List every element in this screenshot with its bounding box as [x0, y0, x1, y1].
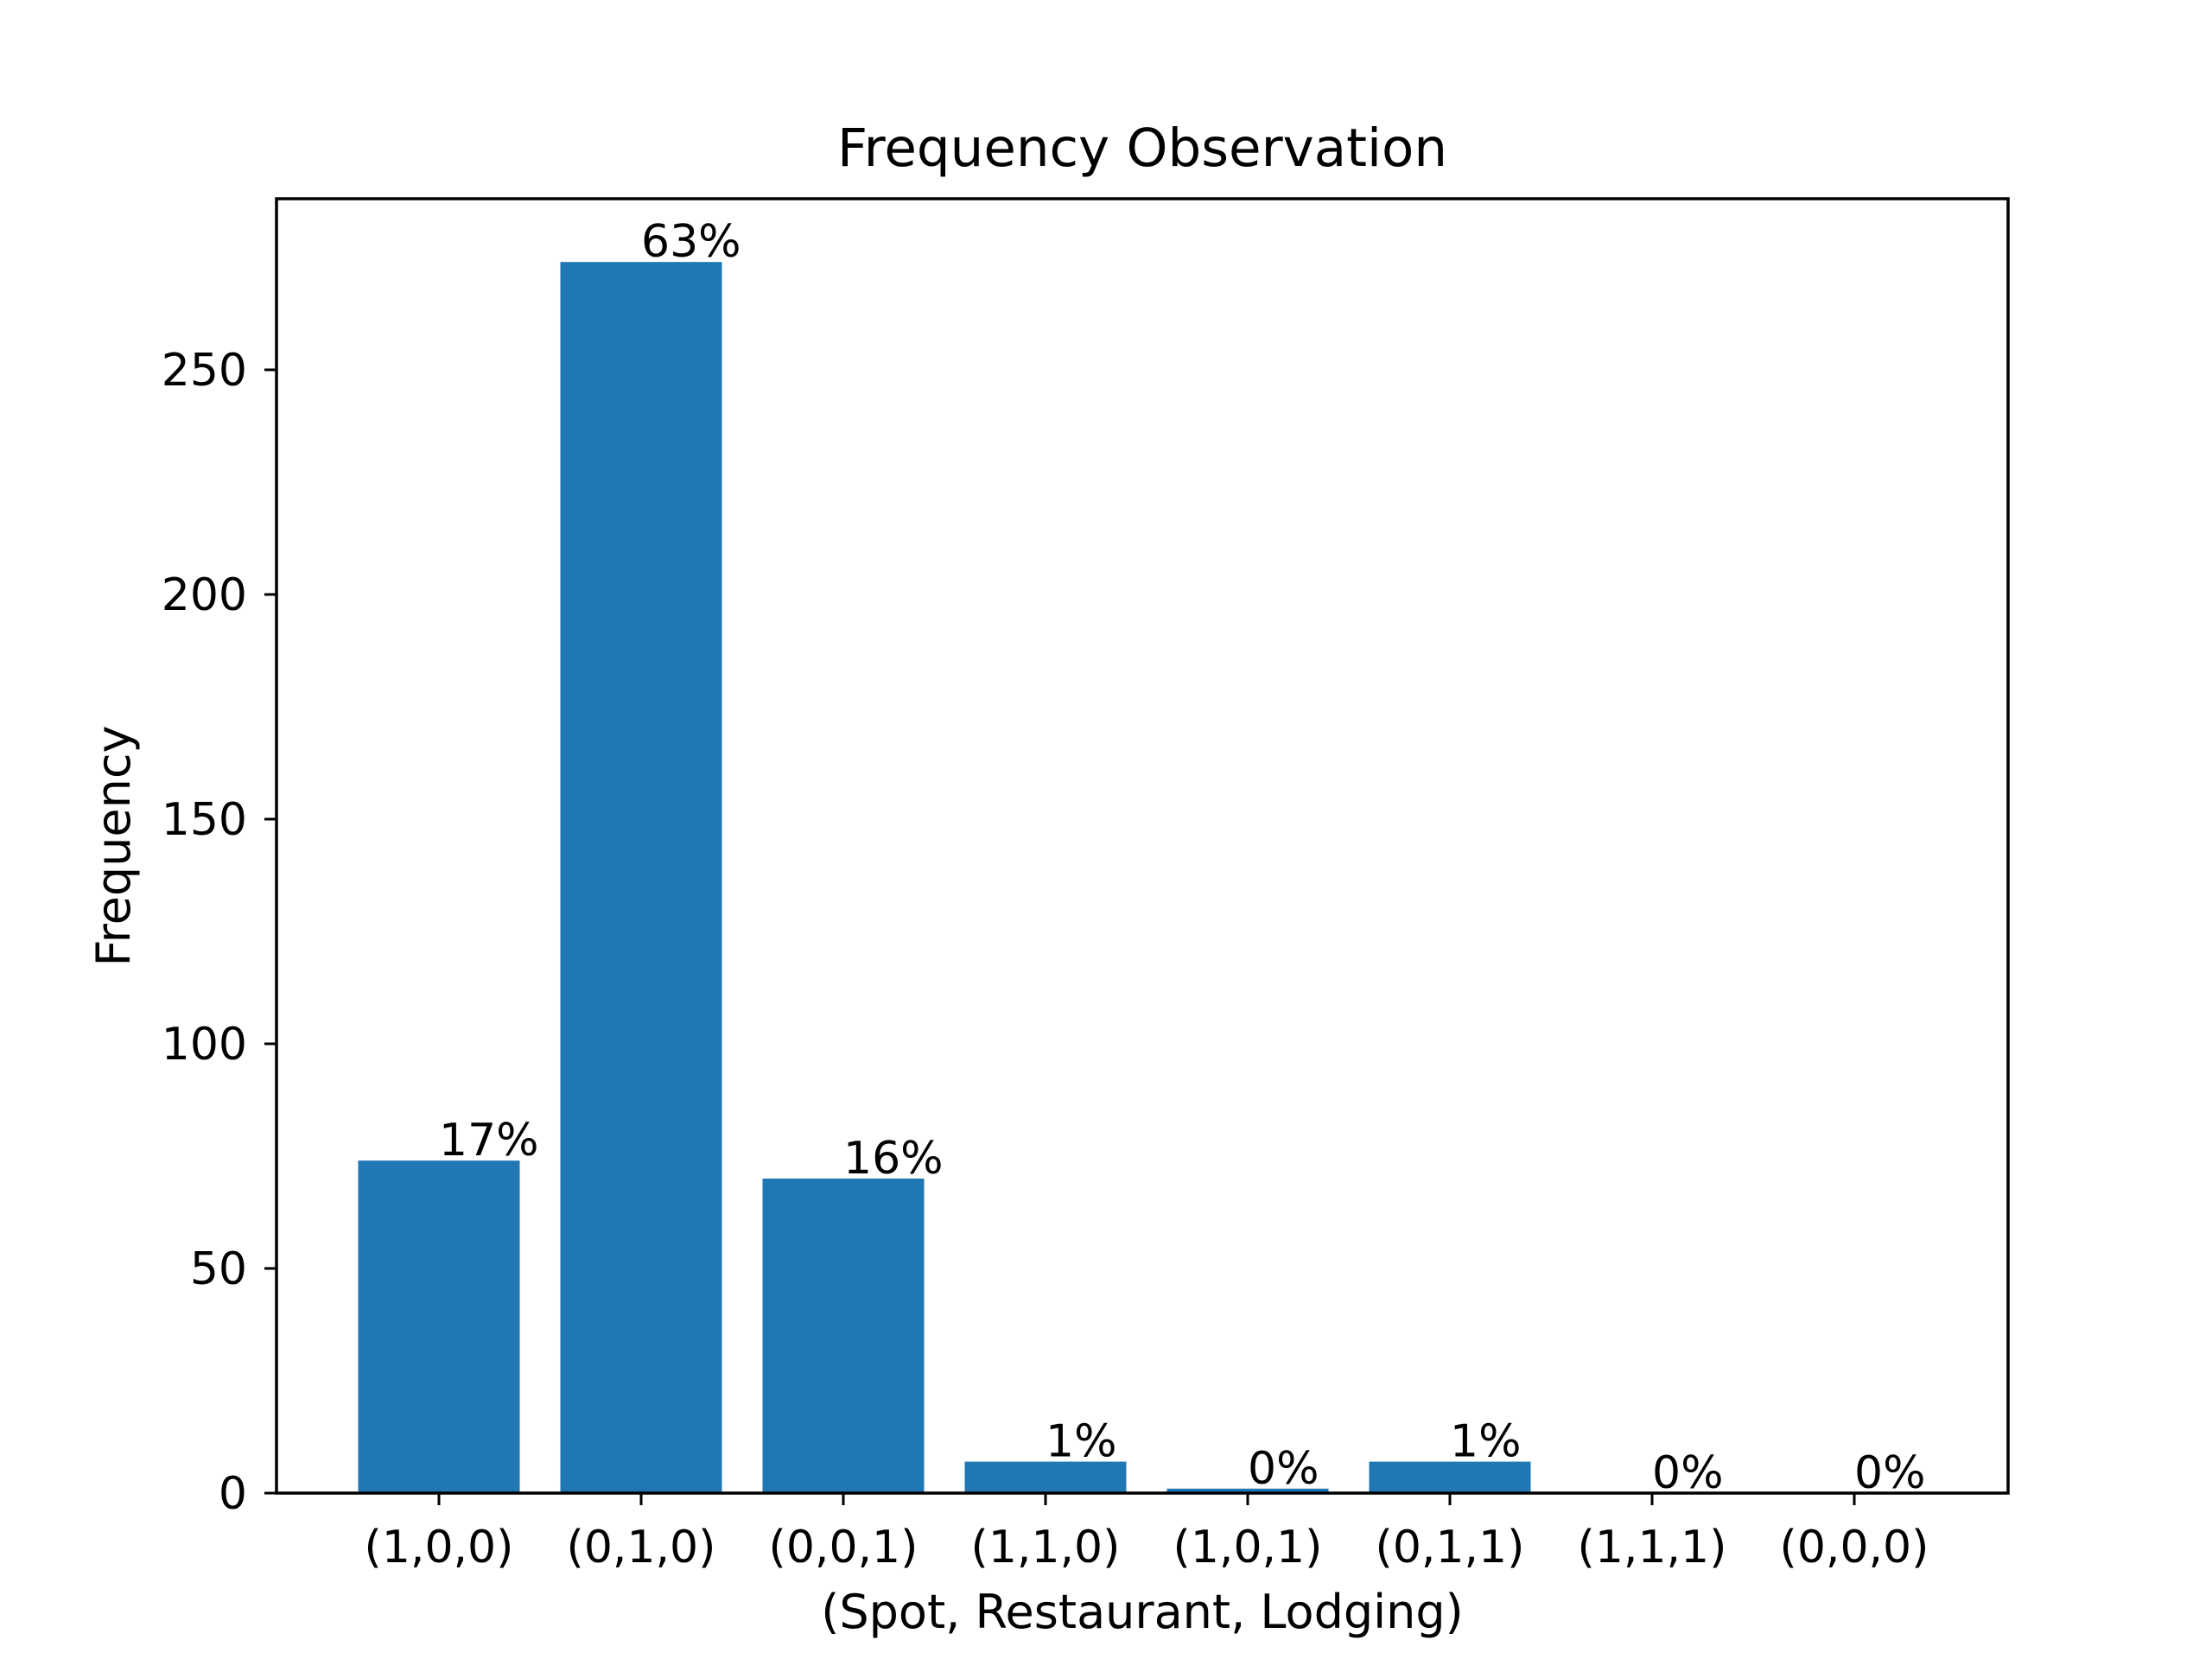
plot-frame	[275, 197, 2010, 1495]
bar	[358, 1160, 520, 1493]
bars-layer	[358, 262, 1531, 1494]
x-axis: (1,0,0) (0,1,0) (0,0,1) (1,1,0) (1,0,1) (0,1,…	[365, 1493, 1929, 1573]
value-labels-layer: 17% 63% 16% 1% 0% 1% 0% 0%	[439, 216, 1926, 1499]
y-axis-label: Frequency	[86, 726, 141, 967]
y-tick-label: 100	[162, 1019, 247, 1071]
y-tick-label: 50	[190, 1243, 247, 1295]
bar-value-label: 1%	[1046, 1416, 1117, 1468]
x-axis-label: (Spot, Restaurant, Lodging)	[821, 1585, 1463, 1639]
bar	[1369, 1461, 1531, 1493]
y-tick-label: 200	[162, 569, 247, 621]
bar	[560, 262, 722, 1494]
x-tick-label: (1,1,0)	[971, 1522, 1121, 1573]
x-tick-label: (1,0,1)	[1173, 1522, 1323, 1573]
y-tick-label: 150	[162, 794, 247, 846]
y-tick-label: 250	[162, 345, 247, 397]
chart-title: Frequency Observation	[837, 118, 1447, 179]
bar	[964, 1461, 1127, 1493]
x-tick-label: (1,0,0)	[365, 1522, 514, 1573]
bar-value-label: 1%	[1450, 1416, 1522, 1468]
bar-value-label: 0%	[1854, 1447, 1926, 1499]
bar-value-label: 0%	[1652, 1447, 1724, 1499]
bar-value-label: 63%	[641, 216, 741, 268]
x-tick-label: (0,0,0)	[1780, 1522, 1929, 1573]
bar-value-label: 17%	[439, 1115, 539, 1166]
bar	[762, 1179, 925, 1493]
y-axis: 0 50 100 150 200 250	[162, 345, 276, 1520]
y-tick-label: 0	[219, 1468, 247, 1520]
bar-value-label: 0%	[1248, 1443, 1319, 1495]
x-tick-label: (0,1,1)	[1376, 1522, 1525, 1573]
x-tick-label: (0,1,0)	[567, 1522, 716, 1573]
x-tick-label: (0,0,1)	[769, 1522, 918, 1573]
x-tick-label: (1,1,1)	[1578, 1522, 1727, 1573]
bar-value-label: 16%	[843, 1133, 944, 1185]
bar	[1166, 1488, 1329, 1493]
